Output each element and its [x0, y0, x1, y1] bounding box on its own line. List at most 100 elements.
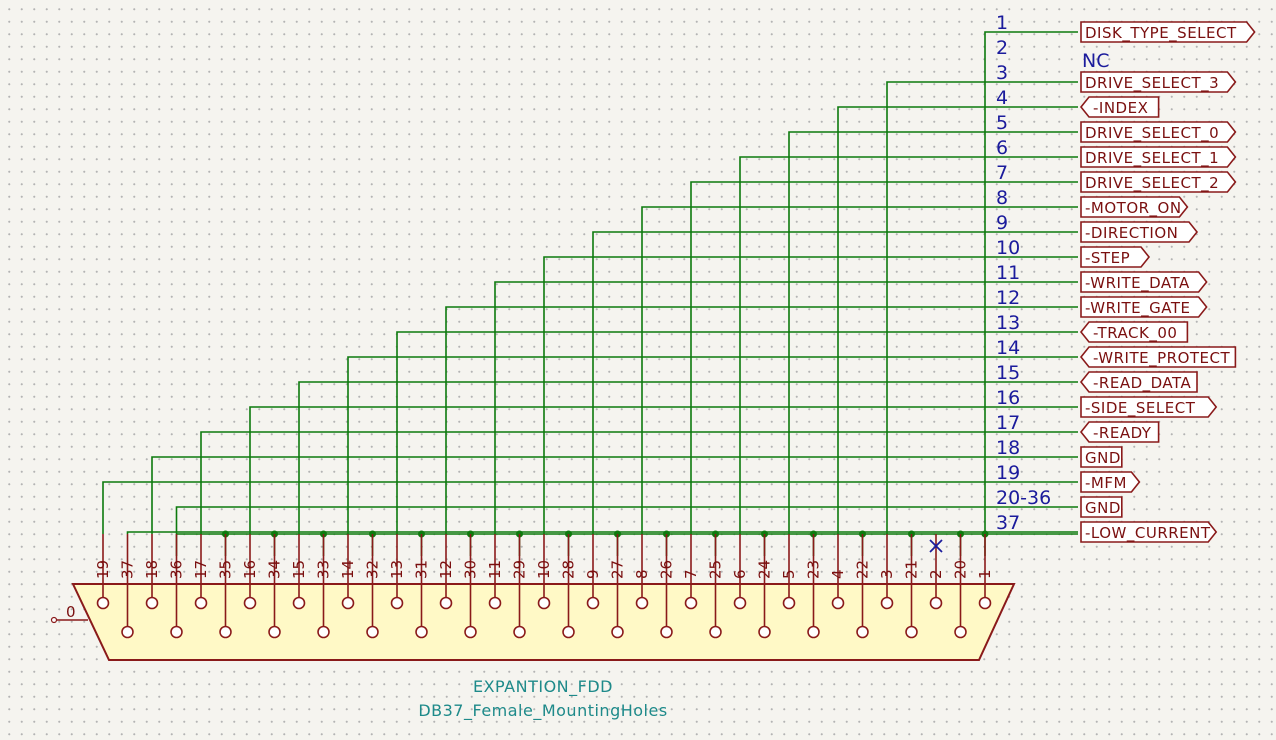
net-label-direction[interactable]: -DIRECTION [1080, 221, 1199, 243]
label-shape [1080, 146, 1237, 168]
label-shape [1079, 96, 1160, 118]
pin-20[interactable]: 20 [952, 534, 970, 639]
label-text: -MFM [1085, 474, 1127, 492]
pin-30[interactable]: 30 [462, 534, 480, 639]
pin-16[interactable]: 16 [241, 534, 259, 610]
net-number: 2 [996, 37, 1008, 59]
db37-connector[interactable]: 19 37 18 36 17 35 16 34 15 33 14 32 13 31 12 30 11 29 10 28… [50, 534, 1016, 661]
wire-net-5 [788, 131, 1078, 534]
net-number: 9 [996, 212, 1008, 234]
component-reference: EXPANTION_FDD [473, 677, 613, 697]
net-label-mfm[interactable]: -MFM [1080, 471, 1141, 493]
label-text: DISK_TYPE_SELECT [1085, 24, 1237, 43]
pin-7[interactable]: 7 [682, 534, 700, 610]
pin-17[interactable]: 17 [192, 534, 210, 610]
net-label-write-data[interactable]: -WRITE_DATA [1080, 271, 1208, 293]
net-number: 17 [996, 412, 1020, 434]
pin-33[interactable]: 33 [315, 534, 333, 639]
net-label-write-protect[interactable]: -WRITE_PROTECT [1079, 346, 1237, 368]
pin-37[interactable]: 37 [119, 534, 137, 639]
pin-12[interactable]: 12 [437, 534, 455, 610]
pin-1[interactable]: 1 [976, 534, 994, 610]
wire-net-4 [837, 106, 1078, 534]
pin-6[interactable]: 6 [731, 534, 749, 610]
net-label-motor-on[interactable]: -MOTOR_ON [1080, 196, 1189, 218]
label-text: GND [1085, 449, 1121, 467]
label-shape [1080, 71, 1237, 93]
net-number: 20-36 [996, 487, 1051, 509]
net-number: 10 [996, 237, 1020, 259]
net-label-drive-select-2[interactable]: DRIVE_SELECT_2 [1080, 171, 1237, 193]
pin-2[interactable]: 2 [927, 534, 945, 610]
label-text: -READ_DATA [1093, 374, 1192, 393]
pin-28[interactable]: 28 [560, 534, 578, 639]
pin-8[interactable]: 8 [633, 534, 651, 610]
pin-number: 21 [903, 560, 921, 579]
net-number: 12 [996, 287, 1020, 309]
pin-34[interactable]: 34 [266, 534, 284, 639]
pin-number: 16 [241, 560, 259, 579]
pin-21[interactable]: 21 [903, 534, 921, 639]
net-label-read-data[interactable]: -READ_DATA [1079, 371, 1198, 393]
shell-pin-number: 0 [66, 603, 76, 621]
pin-19[interactable]: 19 [94, 534, 112, 610]
pin-32[interactable]: 32 [364, 534, 382, 639]
pin-number: 23 [805, 560, 823, 579]
pin-5[interactable]: 5 [780, 534, 798, 610]
net-number: 18 [996, 437, 1020, 459]
pin-14[interactable]: 14 [339, 534, 357, 610]
net-label-drive-select-1[interactable]: DRIVE_SELECT_1 [1080, 146, 1237, 168]
net-label-index[interactable]: -INDEX [1079, 96, 1160, 118]
net-labels-layer: 1 DISK_TYPE_SELECT 2 NC 3 DRIVE_SELECT_3 4 -IND… [996, 12, 1256, 543]
net-label-drive-select-3[interactable]: DRIVE_SELECT_3 [1080, 71, 1237, 93]
pin-number: 28 [560, 560, 578, 579]
pin-15[interactable]: 15 [290, 534, 308, 610]
pin-24[interactable]: 24 [756, 534, 774, 639]
net-label-side-select[interactable]: -SIDE_SELECT [1080, 396, 1218, 418]
pin-number: 11 [486, 560, 504, 579]
pin-9[interactable]: 9 [584, 534, 602, 610]
pin-number: 14 [339, 560, 357, 579]
net-label-step[interactable]: -STEP [1080, 246, 1151, 268]
net-label-gnd[interactable]: GND [1080, 496, 1123, 518]
pin-27[interactable]: 27 [609, 534, 627, 639]
net-label-disk-type-select[interactable]: DISK_TYPE_SELECT [1080, 21, 1256, 43]
pin-number: 33 [315, 560, 333, 579]
wire-net-9 [592, 231, 1078, 534]
net-label-gnd[interactable]: GND [1080, 446, 1123, 468]
label-text: -SIDE_SELECT [1085, 399, 1196, 418]
net-label-drive-select-0[interactable]: DRIVE_SELECT_0 [1080, 121, 1237, 143]
net-label-write-gate[interactable]: -WRITE_GATE [1080, 296, 1208, 318]
pin-number: 4 [829, 569, 847, 579]
pin-22[interactable]: 22 [854, 534, 872, 639]
pin-3[interactable]: 3 [878, 534, 896, 610]
pin-18[interactable]: 18 [143, 534, 161, 610]
pin-31[interactable]: 31 [413, 534, 431, 639]
net-label-nc: NC [1082, 50, 1109, 72]
pin-29[interactable]: 29 [511, 534, 529, 639]
pin-4[interactable]: 4 [829, 534, 847, 610]
label-text: -DIRECTION [1085, 224, 1178, 242]
pin-11[interactable]: 11 [486, 534, 504, 610]
net-label-low-current[interactable]: -LOW_CURRENT [1080, 521, 1218, 543]
label-shape [1080, 271, 1208, 293]
pin-23[interactable]: 23 [805, 534, 823, 639]
wire-net-18 [151, 456, 1078, 534]
label-text: DRIVE_SELECT_2 [1085, 174, 1219, 193]
net-number: 13 [996, 312, 1020, 334]
pin-36[interactable]: 36 [168, 534, 186, 639]
pin-35[interactable]: 35 [217, 534, 235, 639]
pin-26[interactable]: 26 [658, 534, 676, 639]
net-label-ready[interactable]: -READY [1079, 421, 1160, 443]
label-text: -WRITE_PROTECT [1093, 349, 1231, 368]
label-text: -READY [1093, 424, 1152, 442]
wire-net-15 [298, 381, 1078, 534]
label-text: -STEP [1085, 249, 1130, 267]
pin-13[interactable]: 13 [388, 534, 406, 610]
pin-10[interactable]: 10 [535, 534, 553, 610]
net-number: 4 [996, 87, 1008, 109]
label-text: -MOTOR_ON [1085, 199, 1182, 218]
pin-25[interactable]: 25 [707, 534, 725, 639]
net-label-track-00[interactable]: -TRACK_00 [1079, 321, 1189, 343]
label-shape [1080, 171, 1237, 193]
